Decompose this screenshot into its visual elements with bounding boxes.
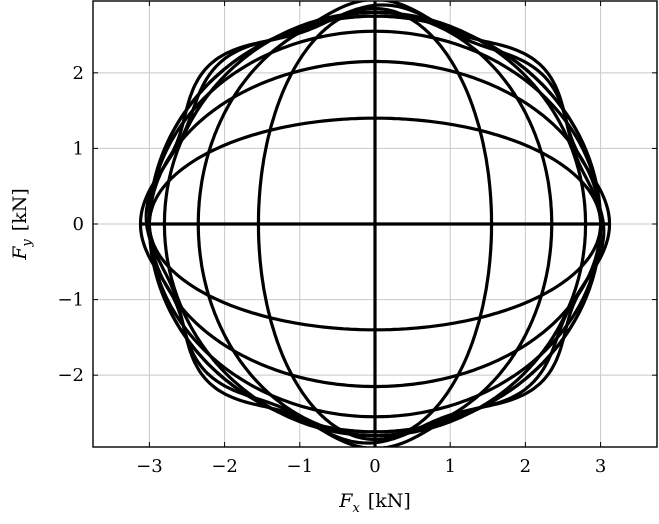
tick-labels: −3 −2 −1 0 1 2 3 −2 −1 0 1 2 [57,63,606,477]
x-tick-label: 2 [520,456,531,477]
x-axis-label-subscript: x [352,501,360,516]
ticks [93,1,657,447]
x-tick-label: 3 [595,456,606,477]
y-tick-label: 1 [73,138,84,159]
series-curve-7 [196,10,554,438]
x-axis-label-unit: [kN] [368,490,411,512]
x-tick-label: −1 [287,456,314,477]
y-tick-label: −2 [57,365,84,386]
y-tick-label: 2 [73,63,84,84]
x-tick-label: −2 [211,456,238,477]
x-axis-label: Fx [kN] [338,490,411,516]
y-axis-label-unit: [kN] [9,188,31,231]
x-tick-label: 0 [369,456,380,477]
y-tick-label: 0 [73,214,84,235]
curves [138,1,612,447]
series-curve-9 [147,14,603,434]
x-tick-label: −3 [136,456,163,477]
series-curve-6 [256,7,494,441]
x-axis-label-symbol: F [338,490,353,512]
y-axis-label-symbol: F [9,246,31,261]
y-axis-label-subscript: y [20,239,35,248]
y-tick-label: −1 [57,290,84,311]
x-tick-label: 1 [444,456,455,477]
y-axis-label: Fy [kN] [9,188,35,261]
series-curve-11 [144,3,606,445]
